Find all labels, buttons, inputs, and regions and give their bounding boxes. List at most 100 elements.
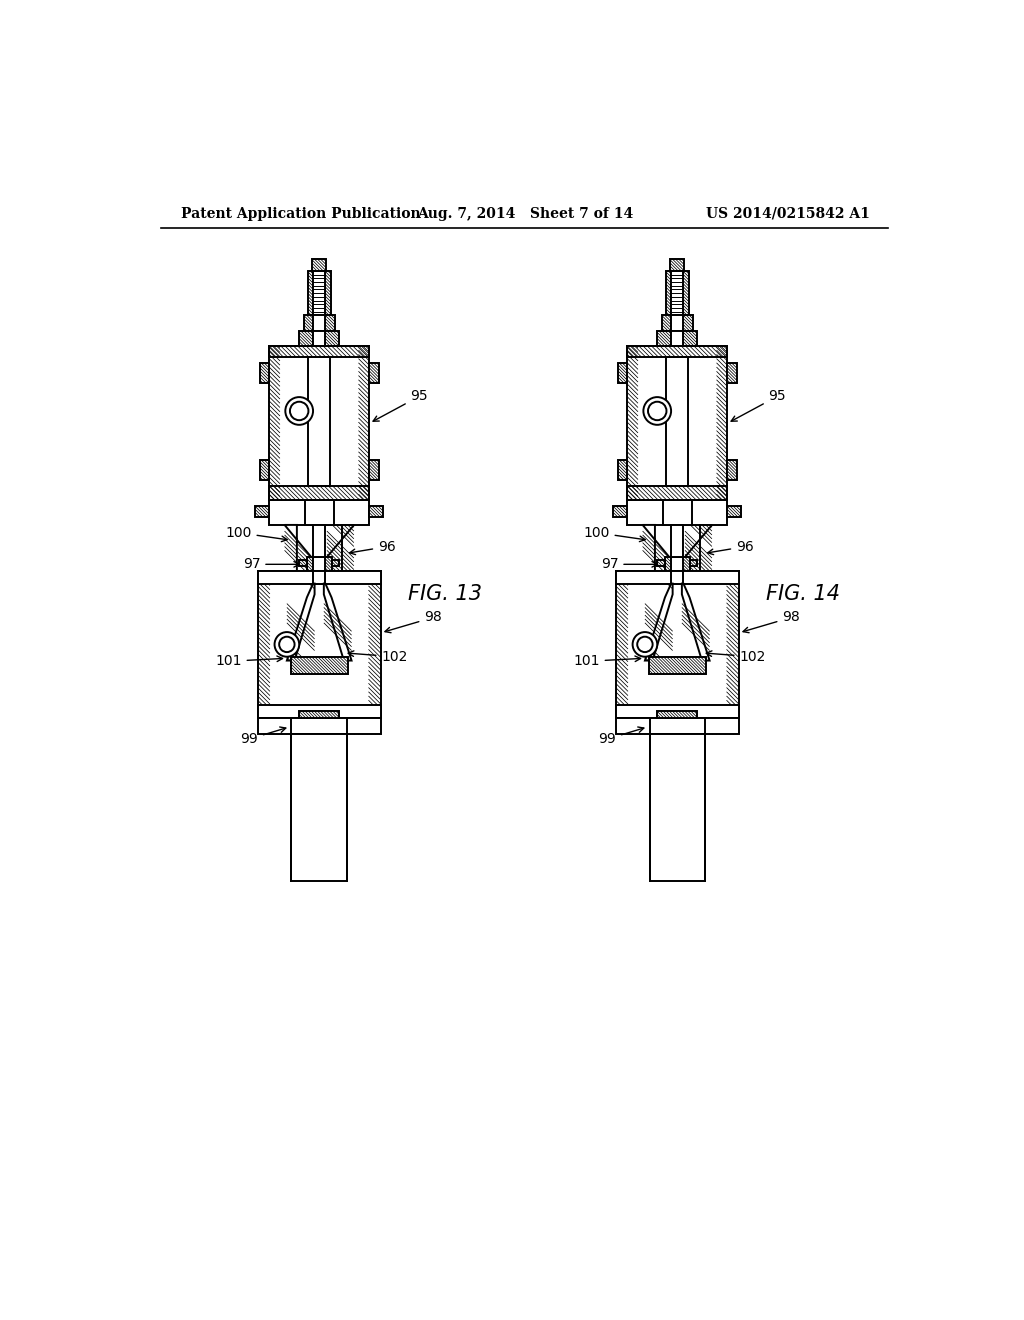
Bar [613,507,628,517]
Bar [657,711,697,718]
Bar [615,718,739,734]
Bar [628,487,727,500]
Text: 95: 95 [373,389,428,421]
Bar [370,507,383,517]
Circle shape [274,632,299,657]
Bar [663,500,692,525]
Bar [671,259,684,271]
Text: FIG. 13: FIG. 13 [408,585,481,605]
Bar [628,500,727,525]
Bar [628,346,727,500]
Bar [649,734,705,880]
Bar [665,557,689,572]
Polygon shape [324,583,351,660]
Bar [307,557,332,572]
Bar [299,331,313,346]
Bar [370,363,379,383]
Bar [258,572,381,718]
Bar [615,572,739,718]
Bar [662,315,671,331]
Text: 98: 98 [385,610,442,632]
Bar [292,718,347,734]
Bar [617,363,628,383]
Bar [326,331,339,346]
Bar [269,487,370,500]
Bar [313,331,326,346]
Bar [269,346,370,358]
Text: 96: 96 [349,540,396,554]
Text: 96: 96 [708,540,754,554]
Bar [313,271,326,315]
Text: 99: 99 [241,727,286,746]
Bar [617,461,628,480]
Polygon shape [682,583,710,660]
Bar [671,525,683,557]
Circle shape [286,397,313,425]
Bar [657,561,665,566]
Text: 100: 100 [584,525,645,541]
Bar [308,358,330,487]
Bar [667,358,688,487]
Bar [666,271,671,315]
Text: 97: 97 [601,557,657,572]
Bar [307,271,313,315]
Bar [326,315,335,331]
Bar [649,657,706,675]
Bar [671,271,683,315]
Bar [312,259,326,271]
Polygon shape [685,525,712,577]
Bar [727,461,736,480]
Bar [683,331,697,346]
Bar [304,500,334,525]
Bar [671,331,683,346]
Bar [615,705,739,718]
Bar [260,363,269,383]
Text: Aug. 7, 2014   Sheet 7 of 14: Aug. 7, 2014 Sheet 7 of 14 [417,207,633,220]
Bar [657,331,671,346]
Polygon shape [287,583,314,660]
Bar [671,315,683,331]
Bar [304,315,313,331]
Circle shape [633,632,657,657]
Text: 99: 99 [598,727,644,746]
Bar [313,525,326,557]
Bar [671,572,683,583]
Bar [255,507,269,517]
Bar [683,315,692,331]
Bar [292,734,347,880]
Text: 98: 98 [743,610,800,632]
Bar [671,557,683,572]
Bar [628,346,727,358]
Polygon shape [285,525,311,577]
Text: 101: 101 [215,655,283,668]
Bar [326,271,331,315]
Text: 102: 102 [707,649,766,664]
Bar [299,711,339,718]
Circle shape [648,401,667,420]
Text: 102: 102 [348,649,408,664]
Text: FIG. 14: FIG. 14 [766,585,840,605]
Bar [299,561,307,566]
Text: Patent Application Publication: Patent Application Publication [180,207,420,220]
Circle shape [637,636,652,652]
Bar [269,346,370,500]
Bar [260,461,269,480]
Bar [258,705,381,718]
Bar [269,500,370,525]
Bar [313,572,326,583]
Bar [313,315,326,331]
Text: 95: 95 [731,389,786,421]
Bar [683,271,689,315]
Bar [649,718,705,734]
Bar [332,561,339,566]
Text: US 2014/0215842 A1: US 2014/0215842 A1 [706,207,869,220]
Bar [291,657,348,675]
Circle shape [280,636,295,652]
Bar [258,572,381,583]
Bar [727,507,741,517]
Polygon shape [327,525,354,577]
Circle shape [643,397,671,425]
Text: 100: 100 [225,525,287,541]
Bar [689,561,697,566]
Bar [370,461,379,480]
